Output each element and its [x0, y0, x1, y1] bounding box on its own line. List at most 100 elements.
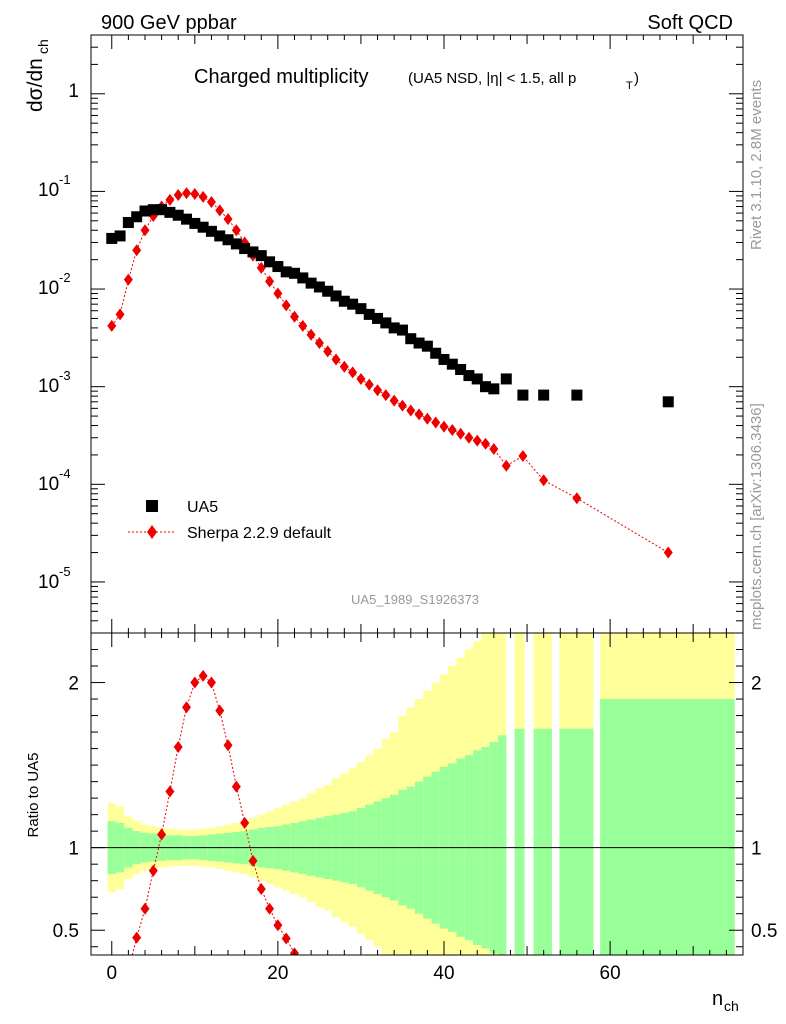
mc-point [406, 404, 416, 417]
data-point [264, 256, 276, 268]
data-point [571, 389, 583, 401]
svg-text:ch: ch [35, 39, 51, 54]
mc-point [539, 474, 549, 487]
mc-point [348, 366, 358, 379]
data-point [172, 209, 184, 221]
data-point [255, 250, 267, 262]
mc-point [364, 378, 374, 391]
ratio-ylabel: Ratio to UA5 [25, 752, 42, 837]
legend-label-ua5: UA5 [187, 499, 218, 516]
svg-text:-2: -2 [59, 270, 71, 285]
ratio-ytick-label: 2 [68, 674, 79, 695]
legend-label-sherpa: Sherpa 2.2.9 default [187, 525, 332, 542]
data-point [517, 389, 529, 401]
mc-point [198, 190, 208, 203]
data-point [455, 363, 467, 375]
svg-text:-4: -4 [59, 466, 71, 481]
data-point [181, 213, 193, 225]
mc-point [439, 420, 449, 433]
xlabel: n ch [712, 988, 739, 1014]
ytick-label-1e-1: 10 -1 [38, 172, 71, 201]
header-right: Soft QCD [647, 12, 733, 34]
main-panel: 1 10 -1 10 -2 10 -3 10 -4 10 -5 [24, 34, 744, 634]
mc-point [289, 310, 299, 323]
ratio-ytick-label-right: 0.5 [751, 921, 777, 942]
mc-series-ratio [131, 669, 299, 955]
data-point [197, 221, 209, 233]
band-inner [514, 728, 525, 955]
xtick-label: 0 [106, 963, 117, 984]
mc-point [298, 319, 308, 332]
data-point [396, 324, 408, 336]
ytick-label-1e-5: 10 -5 [38, 564, 71, 593]
side-label-top: Rivet 3.1.10, 2.8M events [748, 80, 765, 250]
title-sub-index: T [626, 80, 633, 92]
data-point [164, 206, 176, 218]
mc-point [472, 434, 482, 447]
mc-ratio-point [273, 919, 283, 932]
data-point [288, 267, 300, 279]
data-point [156, 204, 168, 216]
ratio-ytick-label: 0.5 [53, 921, 79, 942]
data-point [305, 277, 317, 289]
mc-point [273, 287, 283, 300]
xtick-label: 40 [433, 963, 454, 984]
data-point [355, 303, 367, 315]
data-point [131, 211, 143, 223]
mc-point [107, 319, 117, 332]
ratio-bands [107, 633, 735, 955]
mc-ratio-point [140, 902, 150, 915]
ratio-ytick-label: 1 [68, 839, 79, 860]
mc-point [165, 193, 175, 206]
mc-ratio-point [206, 676, 216, 689]
data-point [338, 295, 350, 307]
data-point [430, 347, 442, 359]
ytick-label-1e-3: 10 -3 [38, 368, 71, 397]
mc-point [256, 261, 266, 274]
data-point [214, 230, 226, 242]
ratio-ytick-label-right: 1 [751, 839, 762, 860]
data-point [480, 381, 492, 393]
mc-ratio-point [215, 704, 225, 717]
svg-text:10: 10 [38, 278, 59, 299]
mc-point [389, 394, 399, 407]
data-point [500, 373, 512, 385]
mc-ratio-point [182, 701, 192, 714]
mc-series-main [107, 187, 673, 559]
data-point [413, 337, 425, 349]
mc-point [231, 224, 241, 237]
ytick-label-1e-2: 10 -2 [38, 270, 71, 299]
mc-ratio-point [132, 931, 142, 944]
mc-point [481, 437, 491, 450]
mc-point [431, 416, 441, 429]
data-point [272, 261, 284, 273]
mc-ratio-point [256, 882, 266, 895]
data-point [405, 333, 417, 345]
band-inner [533, 728, 552, 955]
mc-ratio-point [281, 932, 291, 945]
data-point [438, 353, 450, 365]
svg-text:dσ/dn: dσ/dn [24, 58, 47, 112]
data-point [239, 243, 251, 255]
mc-point [422, 412, 432, 425]
svg-text:n: n [712, 988, 723, 1010]
ytick-label-1: 1 [68, 81, 79, 102]
mc-point [356, 372, 366, 385]
mc-ratio-point [165, 785, 175, 798]
mc-ratio-point [248, 854, 258, 867]
mc-point [132, 244, 142, 257]
ratio-ytick-labels: 0.5 0.5 1 1 2 2 [53, 674, 778, 943]
plot-title: Charged multiplicity (UA5 NSD, |η| < 1.5… [194, 66, 639, 92]
mc-ratio-point [157, 828, 167, 841]
data-point [114, 230, 126, 242]
mc-point [414, 408, 424, 421]
mc-point [447, 424, 457, 437]
mc-point [223, 213, 233, 226]
mc-point [489, 442, 499, 455]
svg-text:ch: ch [724, 998, 739, 1014]
main-ylabel: dσ/dn ch [24, 39, 51, 112]
mc-point [314, 337, 324, 350]
legend-marker-sherpa [147, 525, 157, 539]
mc-point [123, 273, 133, 286]
data-point [139, 205, 151, 217]
